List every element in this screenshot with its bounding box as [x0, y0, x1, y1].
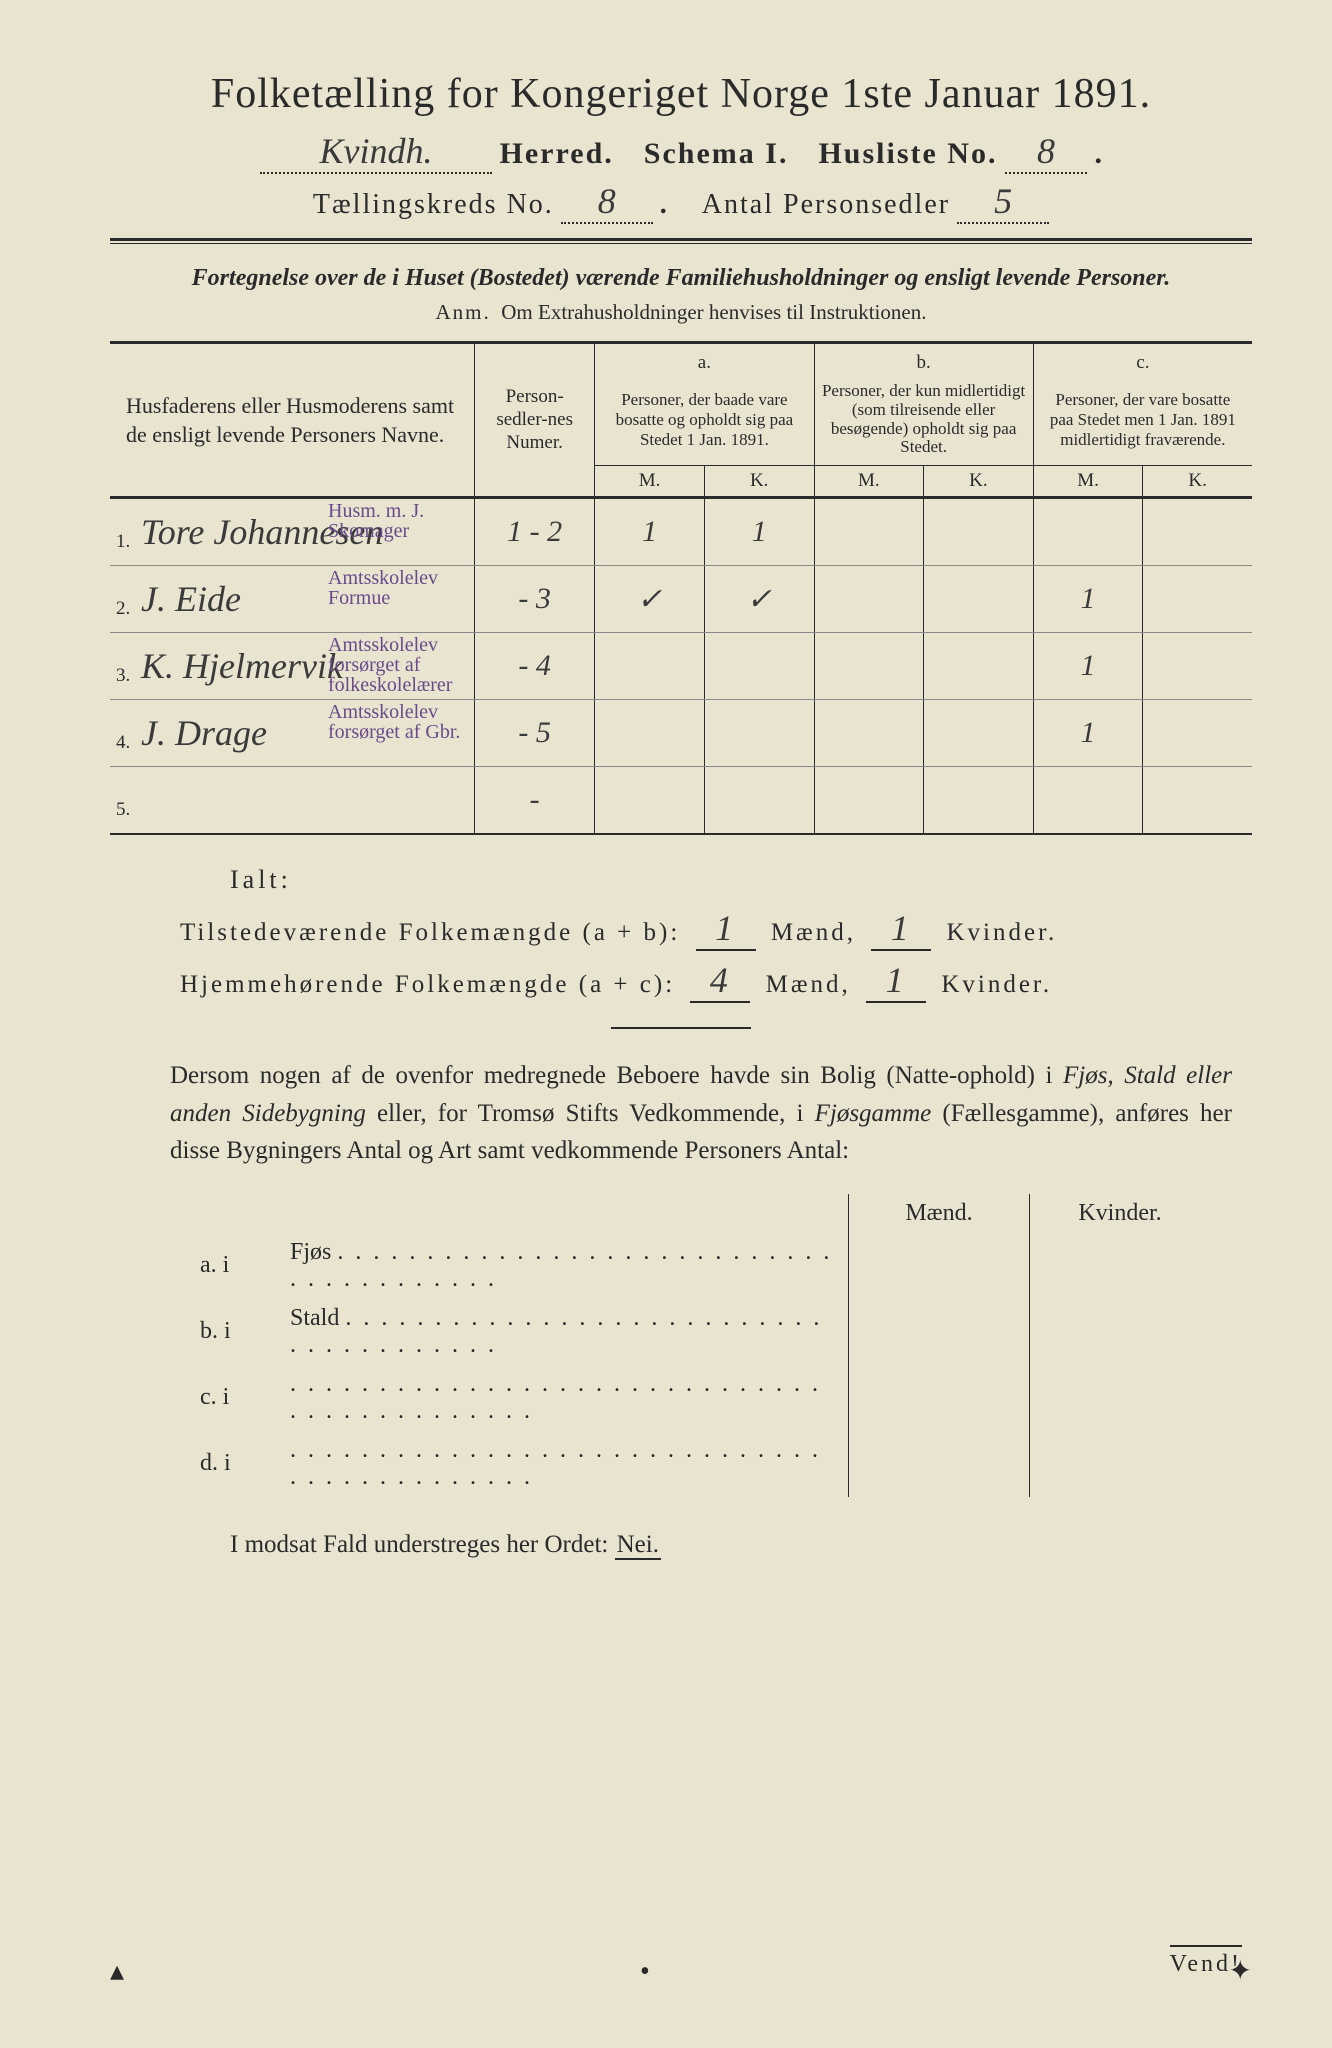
anm-line: Anm. Om Extrahusholdninger henvises til … — [110, 300, 1252, 325]
punch-mark: • — [640, 1956, 650, 1988]
short-rule — [611, 1027, 751, 1029]
small-col-m: Mænd. — [849, 1194, 1030, 1233]
person-name: J. Eide — [141, 579, 241, 619]
antal-value: 5 — [957, 180, 1049, 224]
outbuilding-row: d. i . . . . . . . . . . . . . . . . . .… — [190, 1431, 1210, 1497]
ialt-label: Ialt: — [230, 865, 1252, 895]
census-form-page: Folketælling for Kongeriget Norge 1ste J… — [0, 0, 1332, 2048]
col-a-label: a. — [595, 343, 814, 379]
col-a-text: Personer, der baade vare bosatte og opho… — [595, 378, 814, 465]
header-line-1: Kvindh. Herred. Schema I. Husliste No. 8… — [110, 130, 1252, 174]
nei-line: I modsat Fald understreges her Ordet: Ne… — [230, 1531, 1252, 1559]
header-line-2: Tællingskreds No. 8 . Antal Personsedler… — [110, 180, 1252, 224]
husliste-label: Husliste No. — [818, 137, 997, 170]
col-names: Husfaderens eller Husmoderens samt de en… — [110, 343, 475, 498]
kreds-label: Tællingskreds No. — [313, 189, 554, 220]
small-col-k: Kvinder. — [1030, 1194, 1211, 1233]
punch-mark: ✦ — [1229, 1954, 1252, 1988]
schema-label: Schema I. — [644, 137, 789, 170]
kreds-value: 8 — [561, 180, 653, 224]
rule-thick — [110, 238, 1252, 241]
person-name: J. Drage — [141, 713, 267, 753]
col-c-text: Personer, der vare bosatte paa Stedet me… — [1033, 378, 1252, 465]
table-row: 4. J. DrageAmtsskolelev forsørget af Gbr… — [110, 700, 1252, 767]
margin-note: Amtsskolelev Formue — [328, 568, 478, 608]
main-table: Husfaderens eller Husmoderens samt de en… — [110, 341, 1252, 835]
outbuilding-row: a. iFjøs . . . . . . . . . . . . . . . .… — [190, 1233, 1210, 1299]
table-row: 3. K. HjelmervikAmtsskolelev forsørget a… — [110, 633, 1252, 700]
outbuilding-paragraph: Dersom nogen af de ovenfor medregnede Be… — [170, 1057, 1232, 1170]
person-name: K. Hjelmervik — [141, 646, 343, 686]
outbuilding-row: c. i . . . . . . . . . . . . . . . . . .… — [190, 1365, 1210, 1431]
table-row: 1. Tore JohannesenHusm. m. J. Skomager1 … — [110, 498, 1252, 566]
sum-resident: Hjemmehørende Folkemængde (a + c): 4 Mæn… — [180, 959, 1252, 1003]
page-title: Folketælling for Kongeriget Norge 1ste J… — [110, 70, 1252, 118]
punch-mark: ▴ — [110, 1954, 124, 1988]
margin-note: Husm. m. J. Skomager — [328, 501, 478, 541]
margin-note: Amtsskolelev forsørget af folkeskolelære… — [328, 635, 478, 695]
herred-value: Kvindh. — [260, 130, 492, 174]
table-row: 5. - — [110, 767, 1252, 835]
margin-note: Amtsskolelev forsørget af Gbr. — [328, 702, 478, 742]
outbuilding-table: Mænd. Kvinder. a. iFjøs . . . . . . . . … — [190, 1194, 1210, 1497]
antal-label: Antal Personsedler — [702, 189, 950, 220]
col-b-text: Personer, der kun midlertidigt (som tilr… — [814, 378, 1033, 465]
subtitle: Fortegnelse over de i Huset (Bostedet) v… — [170, 262, 1192, 294]
sum-present: Tilstedeværende Folkemængde (a + b): 1 M… — [180, 907, 1252, 951]
col-c-label: c. — [1033, 343, 1252, 379]
rule-thin — [110, 243, 1252, 244]
col-b-label: b. — [814, 343, 1033, 379]
table-row: 2. J. EideAmtsskolelev Formue- 3✓✓1 — [110, 566, 1252, 633]
outbuilding-row: b. iStald . . . . . . . . . . . . . . . … — [190, 1299, 1210, 1365]
col-numer: Person-sedler-nes Numer. — [475, 343, 595, 498]
herred-label: Herred. — [500, 137, 614, 170]
husliste-value: 8 — [1005, 130, 1087, 174]
